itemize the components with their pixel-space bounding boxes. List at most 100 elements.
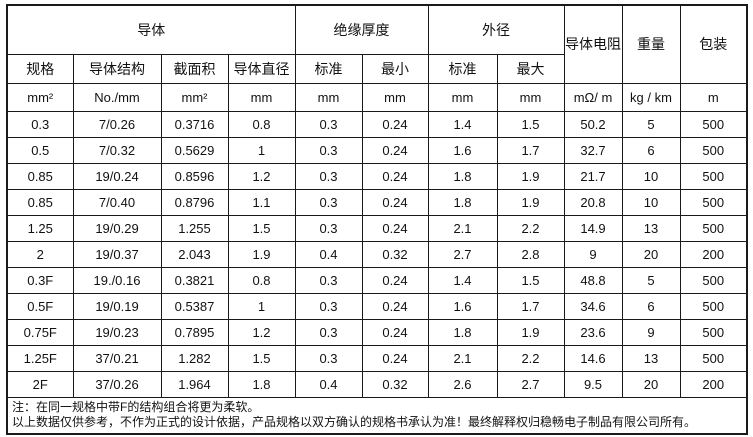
data-cell: 1.282 — [160, 344, 229, 372]
data-cell: 7/0.32 — [72, 136, 162, 164]
data-cell: 0.3 — [294, 344, 363, 372]
data-cell: 6 — [621, 136, 681, 164]
data-cell: 14.6 — [563, 344, 623, 372]
data-cell: 0.4 — [294, 370, 363, 398]
data-cell: 500 — [679, 110, 748, 138]
data-cell: 0.3 — [294, 136, 363, 164]
data-cell: 7/0.40 — [72, 188, 162, 216]
data-cell: 1.7 — [496, 136, 565, 164]
sub-header-insulation-standard: 标准 — [294, 53, 363, 84]
data-cell: 0.3 — [294, 188, 363, 216]
data-cell: 5 — [621, 266, 681, 294]
data-cell: 19/0.37 — [72, 240, 162, 268]
data-cell: 500 — [679, 266, 748, 294]
unit-cell: mm² — [160, 82, 229, 112]
data-cell: 0.24 — [361, 292, 429, 320]
data-cell: 2.7 — [496, 370, 565, 398]
data-cell: 2.1 — [427, 214, 498, 242]
data-cell: 19/0.24 — [72, 162, 162, 190]
data-cell: 0.8 — [227, 266, 296, 294]
data-cell: 10 — [621, 162, 681, 190]
data-cell: 21.7 — [563, 162, 623, 190]
data-cell: 1.4 — [427, 266, 498, 294]
sub-header-conductor-structure: 导体结构 — [72, 53, 162, 84]
data-cell: 13 — [621, 214, 681, 242]
table-row: 2F 37/0.26 1.964 1.8 0.4 0.32 2.6 2.7 9.5 20 200 — [6, 370, 748, 398]
data-cell: 0.3 — [6, 110, 74, 138]
data-cell: 14.9 — [563, 214, 623, 242]
data-cell: 500 — [679, 188, 748, 216]
data-cell: 0.85 — [6, 162, 74, 190]
data-cell: 10 — [621, 188, 681, 216]
sub-header-row: 规格 导体结构 截面积 导体直径 标准 最小 标准 最大 — [6, 53, 747, 84]
data-cell: 19/0.29 — [72, 214, 162, 242]
data-cell: 37/0.26 — [72, 370, 162, 398]
sub-header-od-maximum: 最大 — [496, 53, 565, 84]
data-cell: 0.24 — [361, 214, 429, 242]
data-cell: 1.6 — [427, 136, 498, 164]
data-cell: 1.8 — [427, 318, 498, 346]
data-cell: 1.8 — [427, 162, 498, 190]
data-cell: 32.7 — [563, 136, 623, 164]
data-cell: 500 — [679, 136, 748, 164]
data-cell: 0.8 — [227, 110, 296, 138]
data-cell: 0.24 — [361, 188, 429, 216]
data-cell: 20 — [621, 240, 681, 268]
sub-header-conductor-diameter: 导体直径 — [227, 53, 296, 84]
data-cell: 1.4 — [427, 110, 498, 138]
data-cell: 0.3821 — [160, 266, 229, 294]
data-cell: 1.1 — [227, 188, 296, 216]
data-cell: 500 — [679, 214, 748, 242]
sub-header-spec: 规格 — [6, 53, 74, 84]
data-cell: 1.2 — [227, 162, 296, 190]
data-cell: 0.3 — [294, 110, 363, 138]
data-cell: 500 — [679, 292, 748, 320]
data-cell: 0.8796 — [160, 188, 229, 216]
unit-cell: mm — [294, 82, 363, 112]
data-cell: 23.6 — [563, 318, 623, 346]
data-cell: 0.5387 — [160, 292, 229, 320]
data-cell: 0.3 — [294, 214, 363, 242]
data-cell: 0.24 — [361, 318, 429, 346]
data-cell: 1.9 — [496, 188, 565, 216]
data-cell: 2.043 — [160, 240, 229, 268]
table-row: 0.75F 19/0.23 0.7895 1.2 0.3 0.24 1.8 1.9 23.6 9 5… — [6, 318, 748, 346]
data-cell: 1.5 — [227, 344, 296, 372]
table-row: 1.25 19/0.29 1.255 1.5 0.3 0.24 2.1 2.2 14.9 13 50… — [6, 214, 748, 242]
data-cell: 1.25F — [6, 344, 74, 372]
header-packaging: 包装 — [679, 4, 748, 84]
unit-cell: mm² — [6, 82, 74, 112]
unit-cell: mm — [227, 82, 296, 112]
unit-cell: mΩ/ m — [563, 82, 623, 112]
data-cell: 200 — [679, 240, 748, 268]
data-cell: 0.24 — [361, 162, 429, 190]
data-cell: 500 — [679, 344, 748, 372]
data-cell: 500 — [679, 318, 748, 346]
notes-row: 注：在同一规格中带F的结构组合将更为柔软。 以上数据仅供参考，不作为正式的设计依… — [6, 396, 748, 434]
unit-cell: kg / km — [621, 82, 681, 112]
data-cell: 0.3 — [294, 318, 363, 346]
data-cell: 1.6 — [427, 292, 498, 320]
data-cell: 37/0.21 — [72, 344, 162, 372]
data-cell: 0.32 — [361, 240, 429, 268]
table-row: 0.3 7/0.26 0.3716 0.8 0.3 0.24 1.4 1.5 50.2 5 500 — [6, 110, 748, 138]
data-cell: 7/0.26 — [72, 110, 162, 138]
data-cell: 1.9 — [496, 318, 565, 346]
data-cell: 1.5 — [496, 110, 565, 138]
data-cell: 2.1 — [427, 344, 498, 372]
data-cell: 0.8596 — [160, 162, 229, 190]
data-cell: 9 — [621, 318, 681, 346]
data-cell: 0.4 — [294, 240, 363, 268]
data-cell: 0.5629 — [160, 136, 229, 164]
note-line-disclaimer: 以上数据仅供参考，不作为正式的设计依据，产品规格以双方确认的规格书承认为准！最终… — [12, 414, 697, 429]
unit-cell: No./mm — [72, 82, 162, 112]
data-cell: 2.8 — [496, 240, 565, 268]
data-cell: 2F — [6, 370, 74, 398]
data-cell: 1.8 — [227, 370, 296, 398]
sub-header-od-standard: 标准 — [427, 53, 498, 84]
data-cell: 1 — [227, 292, 296, 320]
data-cell: 0.7895 — [160, 318, 229, 346]
data-cell: 1.2 — [227, 318, 296, 346]
data-cell: 9 — [563, 240, 623, 268]
